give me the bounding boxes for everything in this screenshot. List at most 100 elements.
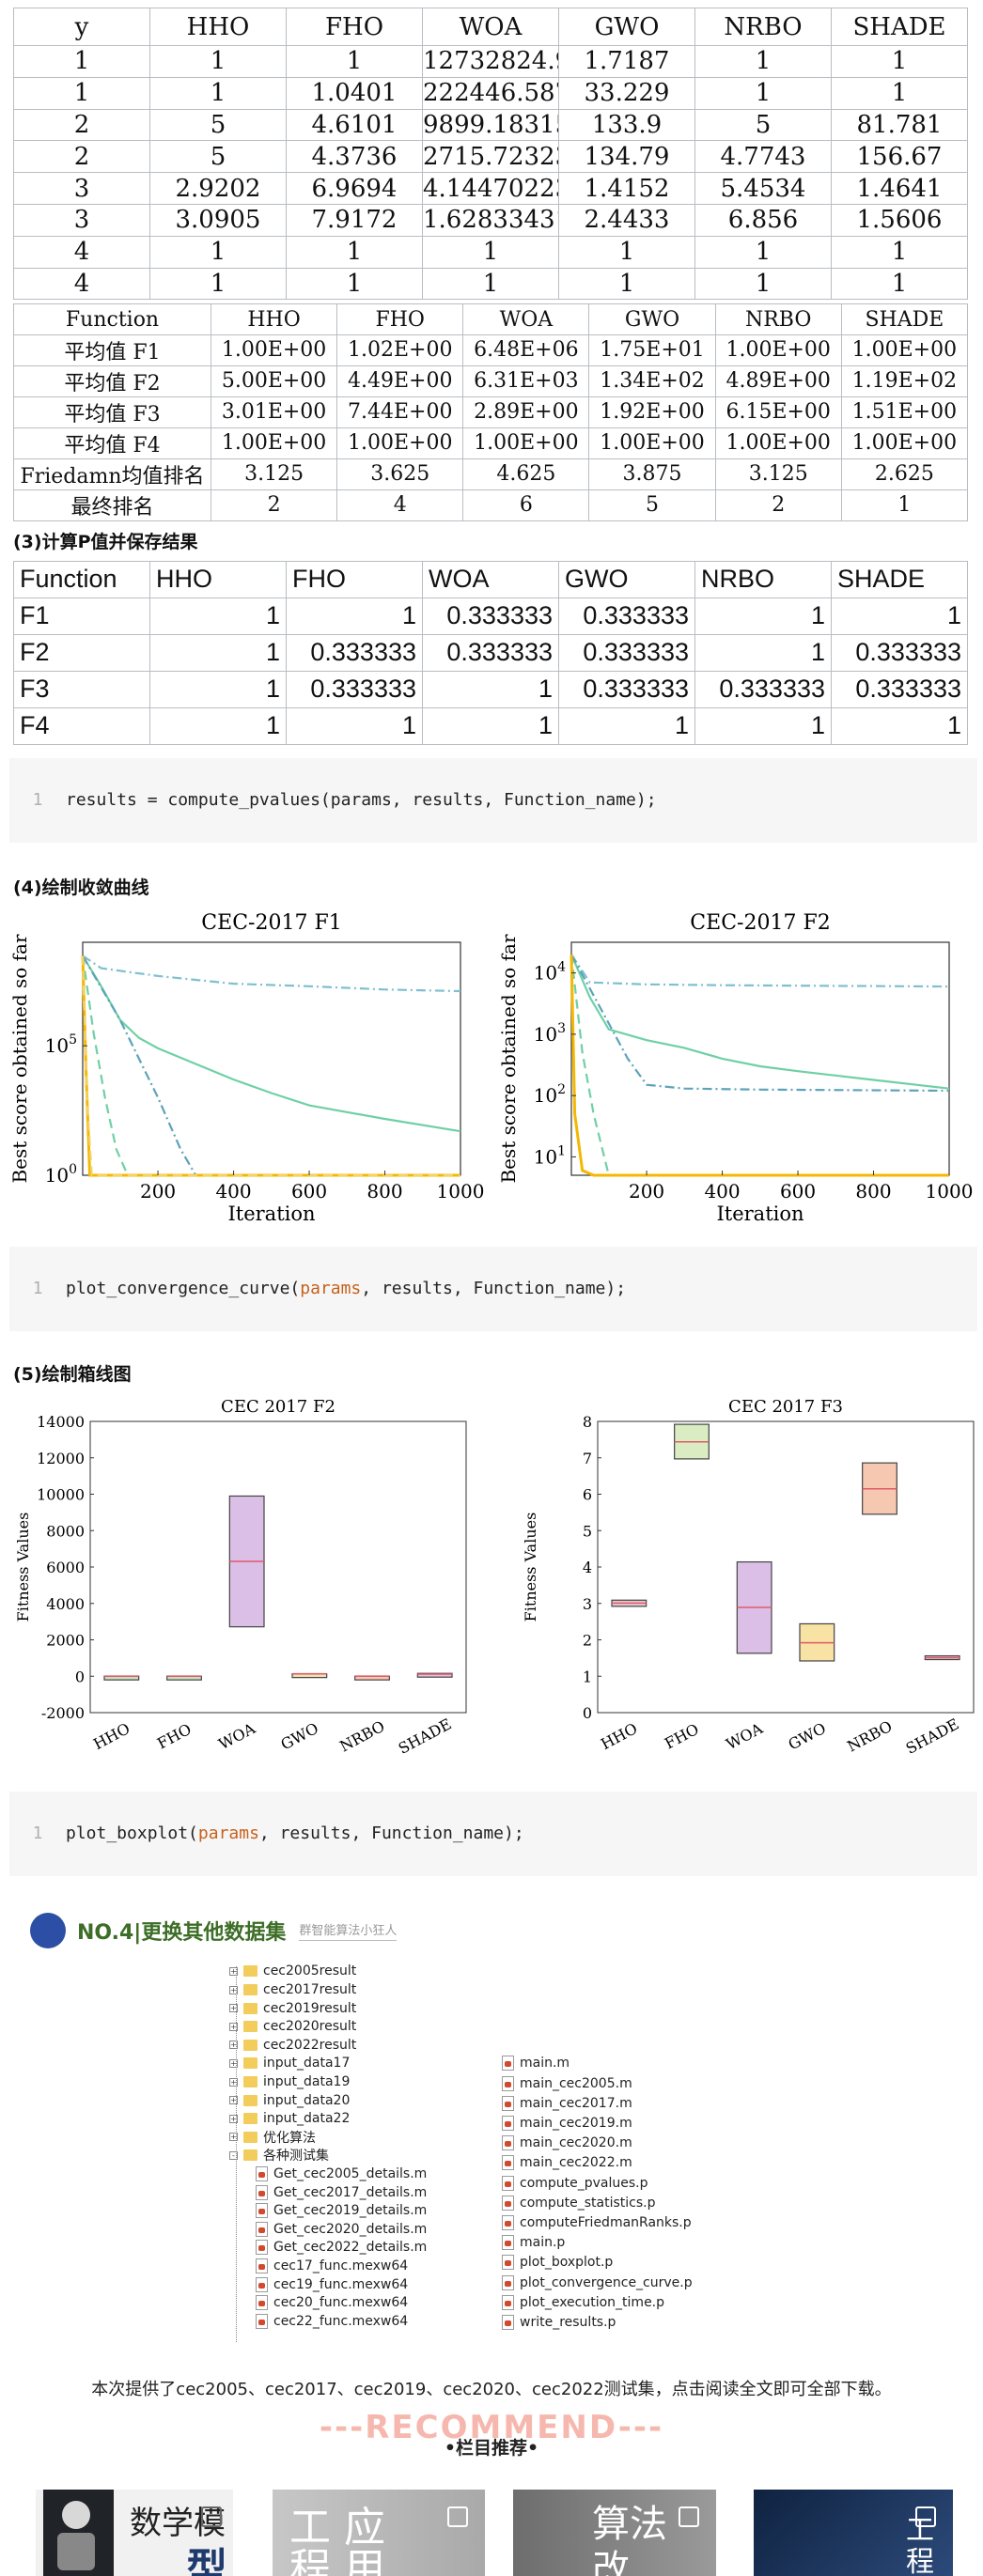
expand-icon[interactable]: + [229, 2041, 238, 2050]
folder-item[interactable]: + cec2019result [229, 1999, 356, 2017]
file-item[interactable]: main_cec2017.m [502, 2094, 632, 2112]
tree-label: write_results.p [520, 2315, 616, 2331]
tree-label: main_cec2020.m [520, 2135, 632, 2151]
file-item[interactable]: Get_cec2020_details.m [256, 2220, 427, 2238]
expand-icon[interactable]: + [229, 1985, 238, 1994]
table-cell: 7.44E+00 [336, 396, 464, 428]
file-item[interactable]: main_cec2022.m [502, 2154, 632, 2172]
series-line [82, 954, 461, 993]
file-item[interactable]: Get_cec2022_details.m [256, 2239, 427, 2257]
y-tick-label: 6 [583, 1485, 592, 1503]
no4-title: NO.4|更换其他数据集 [77, 1920, 287, 1945]
file-item[interactable]: main_cec2005.m [502, 2074, 632, 2092]
collapse-icon[interactable]: - [229, 2150, 238, 2160]
column-header: GWO [588, 303, 716, 335]
file-item[interactable]: Get_cec2005_details.m [256, 2165, 427, 2183]
file-item[interactable]: cec19_func.mexw64 [256, 2275, 408, 2293]
table-cell: 1 [831, 45, 968, 78]
file-item[interactable]: cec17_func.mexw64 [256, 2258, 408, 2275]
tree-label: Get_cec2005_details.m [273, 2166, 428, 2182]
average-rank-table: Function HHO FHO WOA GWO NRBO SHADE 平均值 F1 1.00E… [13, 303, 969, 521]
table-row: F2 1 0.333333 0.333333 0.333333 1 0.333333 [13, 633, 968, 672]
table-cell: 1.7187 [558, 45, 695, 78]
folder-item[interactable]: + input_data22 [229, 2110, 350, 2128]
chart-title: CEC 2017 F2 [221, 1397, 335, 1417]
x-tick-label: 600 [780, 1180, 816, 1203]
file-item[interactable]: main.p [502, 2234, 565, 2252]
expand-icon[interactable]: + [229, 2077, 238, 2087]
column-header: NRBO [714, 303, 842, 335]
file-item[interactable]: cec22_func.mexw64 [256, 2312, 408, 2330]
file-item[interactable]: compute_statistics.p [502, 2194, 656, 2211]
thumbnail-algorithm[interactable]: 算法 改 [513, 2489, 716, 2576]
column-header: Function [13, 303, 211, 335]
table-cell: 156.67 [831, 140, 968, 174]
file-icon [502, 2215, 514, 2231]
folder-item[interactable]: + 优化算法 [229, 2128, 316, 2146]
table-cell: 222446.5874 [422, 76, 559, 110]
x-tick-label: NRBO [336, 1717, 387, 1756]
table-cell: 1 [694, 76, 832, 110]
file-item[interactable]: compute_pvalues.p [502, 2174, 648, 2192]
file-icon [502, 2294, 514, 2310]
table-cell: 1.00E+00 [714, 427, 842, 459]
y-tick-label: 102 [534, 1082, 566, 1107]
table-cell: 6.856 [694, 203, 832, 237]
tree-label: cec2020result [263, 2019, 357, 2035]
file-item[interactable]: main_cec2019.m [502, 2115, 632, 2133]
file-item[interactable]: main.m [502, 2055, 570, 2072]
table-cell: 1 [694, 706, 832, 745]
expand-icon[interactable]: + [229, 2096, 238, 2105]
folder-item[interactable]: + input_data17 [229, 2055, 350, 2072]
file-item[interactable]: plot_boxplot.p [502, 2254, 613, 2272]
table-cell: 4.6101 [286, 108, 423, 142]
y-axis-label: Fitness Values [14, 1513, 32, 1622]
tree-label: cec22_func.mexw64 [273, 2313, 409, 2329]
file-item[interactable]: main_cec2020.m [502, 2134, 632, 2152]
folder-item[interactable]: - 各种测试集 [229, 2147, 329, 2165]
file-icon [256, 2203, 268, 2219]
folder-item[interactable]: + cec2020result [229, 2018, 356, 2036]
file-item[interactable]: write_results.p [502, 2314, 616, 2332]
expand-icon[interactable]: + [229, 2114, 238, 2123]
expand-icon[interactable]: + [229, 2058, 238, 2068]
table-row: 33.09057.91721.6283343192.44336.8561.560… [13, 203, 968, 237]
x-tick-label: FHO [154, 1720, 195, 1753]
tree-label: Get_cec2020_details.m [273, 2221, 428, 2237]
file-item[interactable]: cec20_func.mexw64 [256, 2294, 408, 2312]
table-cell: 4.144702234 [422, 172, 559, 205]
folder-item[interactable]: + input_data19 [229, 2073, 350, 2091]
table-cell: 1.02E+00 [336, 334, 464, 366]
expand-icon[interactable]: + [229, 1966, 238, 1976]
file-icon [502, 2155, 514, 2171]
folder-item[interactable]: + input_data20 [229, 2091, 350, 2109]
y-tick-label: -2000 [41, 1704, 85, 1722]
expand-icon[interactable]: + [229, 2133, 238, 2142]
y-tick-label: 2 [583, 1631, 592, 1649]
table-cell: 133.9 [558, 108, 695, 142]
thumbnail-math-modeling[interactable]: 数学模 型 [36, 2489, 233, 2576]
file-item[interactable]: plot_execution_time.p [502, 2293, 664, 2311]
folder-item[interactable]: + cec2005result [229, 1963, 356, 1980]
x-tick-label: HHO [90, 1719, 133, 1753]
file-item[interactable]: computeFriedmanRanks.p [502, 2214, 692, 2232]
thumbnail-label: 工 应 [289, 2503, 385, 2552]
thumbnail-engineering[interactable]: 工 应 程 用 [273, 2489, 485, 2576]
table-row: 平均值 F1 1.00E+00 1.02E+00 6.48E+06 1.75E+01 1.… [13, 334, 969, 366]
file-icon [256, 2166, 268, 2182]
file-item[interactable]: plot_convergence_curve.p [502, 2273, 693, 2291]
expand-icon[interactable]: + [229, 2004, 238, 2013]
folder-item[interactable]: + cec2022result [229, 2036, 356, 2054]
file-item[interactable]: Get_cec2017_details.m [256, 2183, 427, 2201]
thumbnail-engineering-application[interactable]: 工 程应 [754, 2489, 953, 2576]
y-tick-label: 0 [583, 1704, 592, 1722]
table-cell: 1.4641 [831, 172, 968, 205]
folder-icon [243, 1965, 257, 1978]
folder-item[interactable]: + cec2017result [229, 1981, 356, 1999]
column-header: HHO [149, 560, 287, 598]
robot-image [43, 2489, 114, 2576]
table-cell: 1 [149, 597, 287, 635]
file-item[interactable]: Get_cec2019_details.m [256, 2202, 427, 2220]
expand-icon[interactable]: + [229, 2022, 238, 2031]
